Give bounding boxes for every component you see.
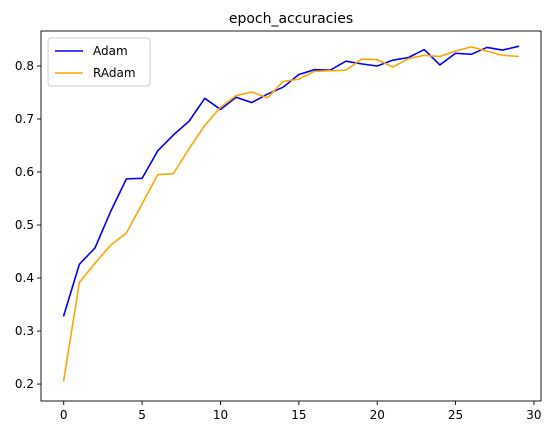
x-tick-label: 10 (213, 408, 228, 422)
series-line-radam (62, 46, 520, 382)
y-tick-label: 0.2 (15, 377, 34, 391)
x-tick-label: 15 (291, 408, 306, 422)
x-tick-label: 0 (60, 408, 68, 422)
x-tick-label: 5 (138, 408, 146, 422)
legend-box (47, 37, 151, 87)
legend: Adam RAdam (47, 37, 151, 87)
y-tick-label: 0.5 (15, 218, 34, 232)
y-tick-label: 0.4 (15, 271, 34, 285)
x-tick-label: 20 (370, 408, 385, 422)
x-axis: 0 5 10 15 20 25 30 (60, 401, 542, 422)
y-axis: 0.2 0.3 0.4 0.5 0.6 0.7 0.8 (15, 59, 41, 391)
series-layer (62, 45, 520, 382)
y-tick-label: 0.3 (15, 324, 34, 338)
y-tick-label: 0.7 (15, 112, 34, 126)
plot-frame (40, 30, 542, 402)
legend-label-radam: RAdam (93, 66, 136, 80)
legend-label-adam: Adam (93, 44, 128, 58)
chart-title: epoch_accuracies (229, 11, 353, 27)
x-tick-label: 30 (526, 408, 541, 422)
y-tick-label: 0.6 (15, 165, 34, 179)
x-tick-label: 25 (448, 408, 463, 422)
y-tick-label: 0.8 (15, 59, 34, 73)
